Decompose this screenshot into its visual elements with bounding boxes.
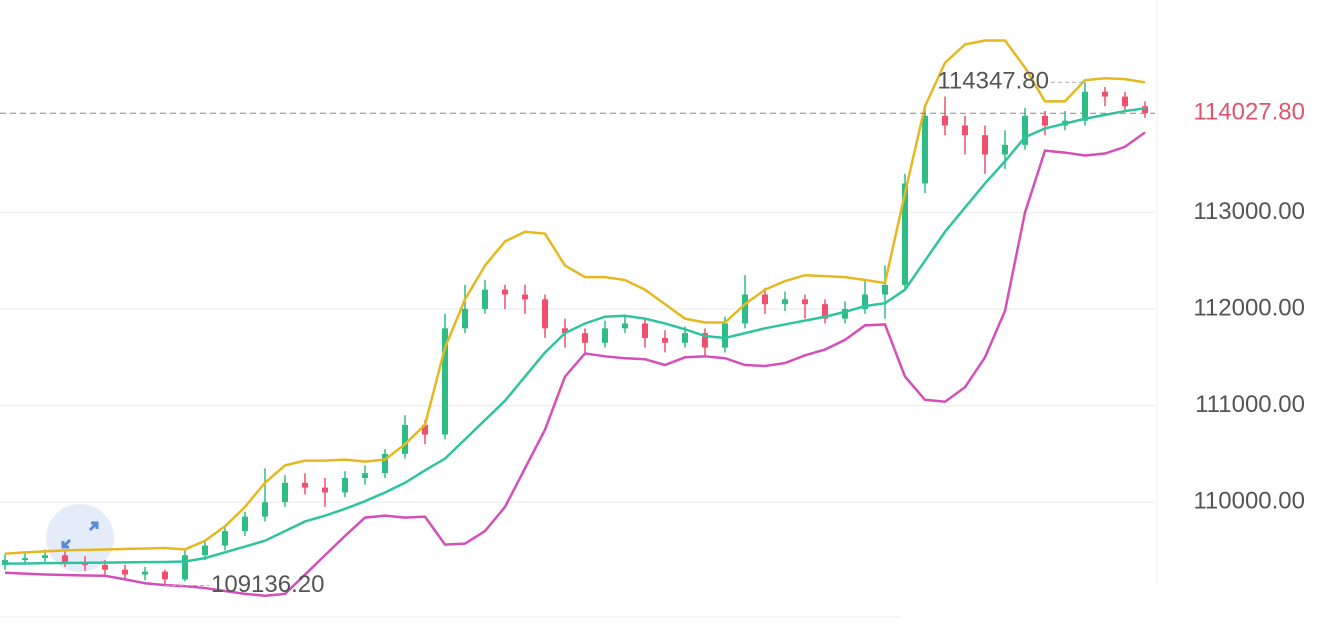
candle-body [602, 328, 608, 343]
candle-body [482, 289, 488, 309]
candle-body [582, 333, 588, 343]
candle-body [502, 289, 508, 295]
candle-body [842, 309, 848, 319]
candle-body [62, 555, 68, 562]
candle-body [982, 135, 988, 155]
candle-body [522, 294, 528, 300]
y-tick-label: 111000.00 [1195, 391, 1305, 418]
candle-body [682, 333, 688, 343]
candle-body [622, 323, 628, 329]
y-tick-label: 112000.00 [1193, 294, 1305, 321]
candle-body [542, 299, 548, 329]
candle-body [1002, 144, 1008, 155]
candle-body [562, 328, 568, 334]
y-tick-label: 113000.00 [1193, 198, 1305, 225]
candle-body [1022, 115, 1028, 145]
candle-body [102, 564, 108, 570]
expand-circle[interactable] [46, 504, 114, 572]
expand-icon[interactable] [61, 521, 99, 549]
y-tick-label: 110000.00 [1193, 487, 1305, 514]
candle-body [302, 482, 308, 488]
candle-body [162, 571, 168, 580]
candle-body [922, 115, 928, 184]
band-line [4, 107, 1146, 565]
candle-body [642, 323, 648, 338]
candle-body [782, 299, 788, 305]
candle-body [822, 304, 828, 319]
candle-body [902, 183, 908, 285]
candle-body [142, 571, 148, 575]
candle-body [322, 487, 328, 493]
candle-body [22, 558, 28, 561]
annotation-label: 114347.80 [937, 68, 1049, 95]
candle-body [362, 473, 368, 478]
candle-body [1102, 91, 1108, 97]
expand-button[interactable] [46, 504, 114, 572]
candle-body [662, 337, 668, 343]
candle-body [722, 323, 728, 348]
candle-body [342, 477, 348, 493]
candle-body [282, 482, 288, 503]
candle-body [182, 555, 188, 580]
band-line [4, 131, 1146, 597]
candle-body [742, 294, 748, 324]
candle-body [862, 294, 868, 309]
annotation-label: 109136.20 [211, 571, 324, 598]
candle-body [802, 299, 808, 305]
candle-body [1122, 96, 1128, 107]
candle-body [202, 545, 208, 556]
candle-body [442, 328, 448, 435]
band-line [4, 39, 1146, 555]
candle-body [222, 531, 228, 546]
candle-body [382, 453, 388, 474]
candle-body [702, 333, 708, 348]
candle-body [242, 516, 248, 532]
candle-body [262, 502, 268, 517]
candle-body [962, 125, 968, 136]
candle-body [122, 569, 128, 575]
candle-body [42, 555, 48, 559]
candle-body [1142, 106, 1148, 114]
last-price-label: 114027.80 [1193, 99, 1305, 126]
candle-body [1082, 91, 1088, 121]
candle-body [402, 424, 408, 454]
candle-body [882, 284, 888, 295]
candle-body [422, 424, 428, 435]
candle-body [462, 309, 468, 329]
candle-body [942, 115, 948, 126]
candle-body [1042, 115, 1048, 126]
candle-body [762, 294, 768, 305]
